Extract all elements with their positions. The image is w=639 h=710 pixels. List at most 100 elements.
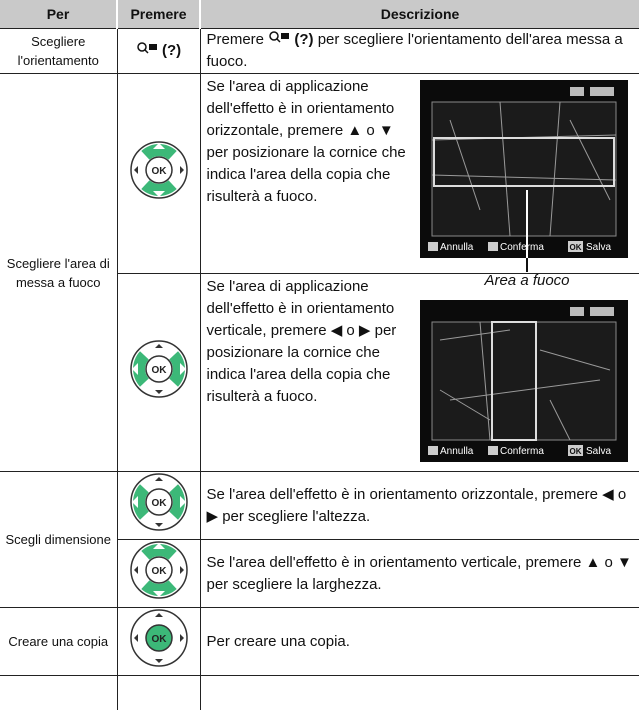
zoom-icon	[137, 42, 157, 54]
focus-frame	[433, 137, 615, 187]
selector-label: OK	[151, 498, 167, 509]
selector-highlight	[140, 544, 177, 560]
rect	[148, 44, 157, 50]
zoom-icon	[269, 31, 290, 43]
selector-arrow	[152, 191, 165, 197]
header-cell: Per	[0, 0, 117, 29]
cell-text: Scegliere l'area di messa a fuoco	[0, 73, 118, 472]
cell-text: (?)	[162, 42, 182, 59]
selector-arrow	[152, 591, 165, 597]
cell-text: Premere	[206, 31, 265, 48]
selector-arrow	[154, 523, 163, 527]
selector-highlight	[168, 484, 185, 520]
selector-inner	[144, 488, 173, 516]
selector-label: OK	[151, 365, 167, 376]
cell-text: Creare una copia	[0, 607, 118, 676]
table-row: Scegliere l'orientamento (?) Premere (?)…	[0, 28, 639, 74]
pre: OK	[116, 471, 201, 540]
pre: OK	[116, 73, 201, 274]
selector-inner	[144, 156, 173, 184]
selector-arrow	[154, 390, 163, 394]
map-line	[449, 379, 601, 401]
table-cell	[0, 675, 118, 710]
status-icon	[590, 307, 614, 316]
selector-highlight	[140, 144, 177, 160]
pre: OK	[117, 273, 201, 472]
bar-icon	[488, 242, 498, 251]
photo	[431, 101, 617, 237]
status-icon	[570, 87, 584, 96]
circle	[269, 31, 279, 41]
map-line	[479, 321, 491, 441]
focus-frame	[491, 321, 537, 441]
table-cell	[199, 675, 639, 710]
map-line	[439, 389, 491, 421]
line	[276, 38, 281, 43]
selector-arrow	[152, 143, 165, 149]
selector-arrow	[152, 543, 165, 549]
bar-icon-label: OK	[570, 243, 582, 252]
bar-label: Annulla	[440, 242, 474, 253]
bar-icon	[428, 446, 438, 455]
selector-highlight	[132, 351, 149, 387]
selector-arrow	[179, 634, 184, 642]
map-line	[499, 101, 511, 237]
map-line	[539, 349, 611, 371]
table-cell: Premere (?) per scegliere l'orientamento…	[199, 28, 639, 74]
header-cell: Premere	[116, 0, 200, 29]
table-row: OK Se l'area dell'effetto è in orientame…	[0, 539, 639, 608]
selector-inner	[144, 556, 173, 584]
selector-arrow	[154, 344, 163, 348]
bar-icon	[568, 445, 583, 456]
selector-arrow	[179, 496, 186, 508]
sel: OK	[129, 473, 188, 531]
circle	[137, 42, 147, 52]
bar-icon	[568, 241, 583, 252]
pre: OK	[116, 607, 201, 676]
table-row: Creare una copia OK Per creare una copia…	[0, 607, 639, 676]
ov: Annulla Conferma OK Salva	[420, 300, 628, 462]
cell-text: Area a fuoco	[484, 272, 570, 289]
rect	[281, 33, 290, 39]
cell-text: Per creare una copia.	[199, 607, 639, 676]
pre: OK	[117, 539, 201, 608]
selector-inner	[144, 624, 173, 652]
pre: (?)	[116, 28, 201, 74]
bar-label: Annulla	[440, 446, 474, 457]
selector-label: OK	[151, 566, 167, 577]
cell-text: Scegliere l'orientamento	[0, 28, 118, 74]
filler	[0, 675, 639, 710]
selector-arrow	[131, 363, 138, 375]
selector-arrow	[133, 166, 138, 174]
selector-arrow	[154, 613, 163, 617]
cell-text: Se l'area dell'effetto è in orientamento…	[199, 471, 639, 540]
cell-text: (?)	[294, 31, 314, 48]
photo	[431, 321, 617, 441]
status-icon	[570, 307, 584, 316]
selector-arrow	[179, 363, 186, 375]
selector-arrow	[179, 166, 184, 174]
cell-text: Se l'area dell'effetto è in orientamento…	[199, 539, 639, 608]
selector-label: OK	[151, 166, 167, 177]
cell-text: Scegli dimensione	[0, 471, 118, 608]
cell-text: per scegliere l'orientamento dell'area m…	[206, 31, 623, 70]
selector-arrow	[133, 566, 138, 574]
selector-arrow	[154, 659, 163, 663]
bar-label: Salva	[586, 242, 611, 253]
ov: Annulla Conferma OK Salva	[420, 80, 628, 258]
selector-highlight	[140, 180, 177, 196]
selector-arrow	[131, 496, 138, 508]
map-line	[431, 174, 617, 181]
ov	[526, 190, 528, 272]
selector-label: OK	[151, 634, 167, 645]
bar-icon	[428, 242, 438, 251]
table-row: Per Premere Descrizione	[0, 0, 639, 29]
bar-label: Salva	[586, 446, 611, 457]
header-cell: Descrizione	[199, 0, 639, 29]
map-line	[549, 399, 571, 441]
bar-label: Conferma	[500, 242, 544, 253]
sel: OK	[129, 541, 188, 599]
